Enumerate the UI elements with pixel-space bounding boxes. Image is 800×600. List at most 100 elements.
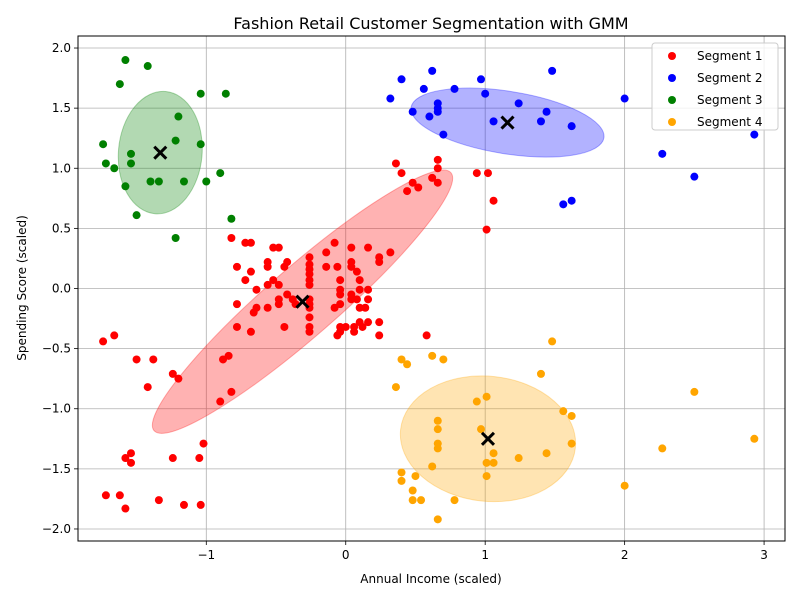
data-point <box>428 173 437 182</box>
data-point <box>179 177 188 186</box>
data-point <box>433 164 442 173</box>
data-point <box>274 243 283 252</box>
data-point <box>196 140 205 149</box>
data-point <box>241 276 250 285</box>
legend-items: Segment 1 Segment 2 Segment 3 Segment 4 <box>668 49 762 129</box>
data-point <box>375 258 384 267</box>
data-point <box>375 318 384 327</box>
data-point <box>477 75 486 84</box>
data-point <box>154 177 163 186</box>
center-x-stroke <box>480 431 496 446</box>
data-point <box>408 107 417 116</box>
data-point <box>439 355 448 364</box>
data-point <box>171 136 180 145</box>
data-point <box>514 454 523 463</box>
data-point <box>126 159 135 168</box>
x-axis-label: Annual Income (scaled) <box>360 572 501 586</box>
data-point <box>154 496 163 505</box>
data-point <box>322 262 331 271</box>
data-point <box>481 89 490 98</box>
legend-marker <box>668 118 676 126</box>
data-point <box>246 327 255 336</box>
data-point <box>477 425 486 434</box>
data-point <box>146 177 155 186</box>
data-point <box>482 392 491 401</box>
y-axis-label: Spending Score (scaled) <box>15 215 29 361</box>
data-point <box>352 295 361 304</box>
data-point <box>274 300 283 309</box>
data-point <box>397 476 406 485</box>
data-point <box>433 155 442 164</box>
data-point <box>305 270 314 279</box>
cluster-center-marker <box>295 294 310 309</box>
legend-marker <box>668 74 676 82</box>
data-point <box>391 383 400 392</box>
data-point <box>422 331 431 340</box>
data-point <box>489 117 498 126</box>
y-tick-label: 0.0 <box>52 282 71 296</box>
data-point <box>330 238 339 247</box>
data-point <box>658 149 667 158</box>
data-point <box>482 472 491 481</box>
legend: Segment 1 Segment 2 Segment 3 Segment 4 <box>651 42 779 131</box>
data-point <box>567 411 576 420</box>
data-point <box>567 439 576 448</box>
data-point <box>433 107 442 116</box>
data-point <box>567 122 576 131</box>
data-point <box>143 383 152 392</box>
legend-label: Segment 2 <box>697 71 762 85</box>
legend-marker <box>668 96 676 104</box>
legend-label: Segment 1 <box>697 49 762 63</box>
data-point <box>252 285 261 294</box>
data-point <box>472 397 481 406</box>
data-point <box>375 331 384 340</box>
data-point <box>364 243 373 252</box>
y-axis-ticks: −2.0 −1.5 −1.0 −0.5 0.0 0.5 1.0 1.5 2.0 <box>42 41 78 536</box>
data-point <box>482 225 491 234</box>
data-point <box>397 75 406 84</box>
data-point <box>333 331 342 340</box>
data-point <box>489 196 498 205</box>
cluster-center-marker <box>500 115 515 130</box>
data-point <box>110 164 119 173</box>
y-tick-label: 1.5 <box>52 101 71 115</box>
data-point <box>419 84 428 93</box>
data-point <box>263 280 272 289</box>
legend-item: Segment 1 <box>668 49 762 63</box>
data-point <box>439 130 448 139</box>
x-tick-label: 1 <box>481 548 489 562</box>
data-point <box>101 159 110 168</box>
data-point <box>542 107 551 116</box>
data-point <box>174 112 183 121</box>
y-tick-label: 1.0 <box>52 161 71 175</box>
data-point <box>216 169 225 178</box>
data-point <box>280 322 289 331</box>
data-point <box>196 500 205 509</box>
data-point <box>149 355 158 364</box>
data-point <box>216 397 225 406</box>
data-point <box>567 196 576 205</box>
x-tick-label: 0 <box>342 548 350 562</box>
data-point <box>336 276 345 285</box>
center-x-stroke <box>153 145 168 160</box>
data-point <box>132 211 141 220</box>
center-x-stroke <box>500 115 515 130</box>
data-point <box>199 439 208 448</box>
data-point <box>341 322 350 331</box>
data-point <box>417 496 426 505</box>
data-point <box>450 496 459 505</box>
data-point <box>559 200 568 209</box>
data-point <box>403 360 412 369</box>
data-point <box>333 262 342 271</box>
data-point <box>347 295 356 304</box>
data-point <box>246 267 255 276</box>
data-point <box>397 468 406 477</box>
data-point <box>548 337 557 346</box>
data-point <box>202 177 211 186</box>
data-point <box>263 262 272 271</box>
data-point <box>658 444 667 453</box>
data-point <box>99 140 108 149</box>
data-point <box>408 486 417 495</box>
data-point <box>352 267 361 276</box>
